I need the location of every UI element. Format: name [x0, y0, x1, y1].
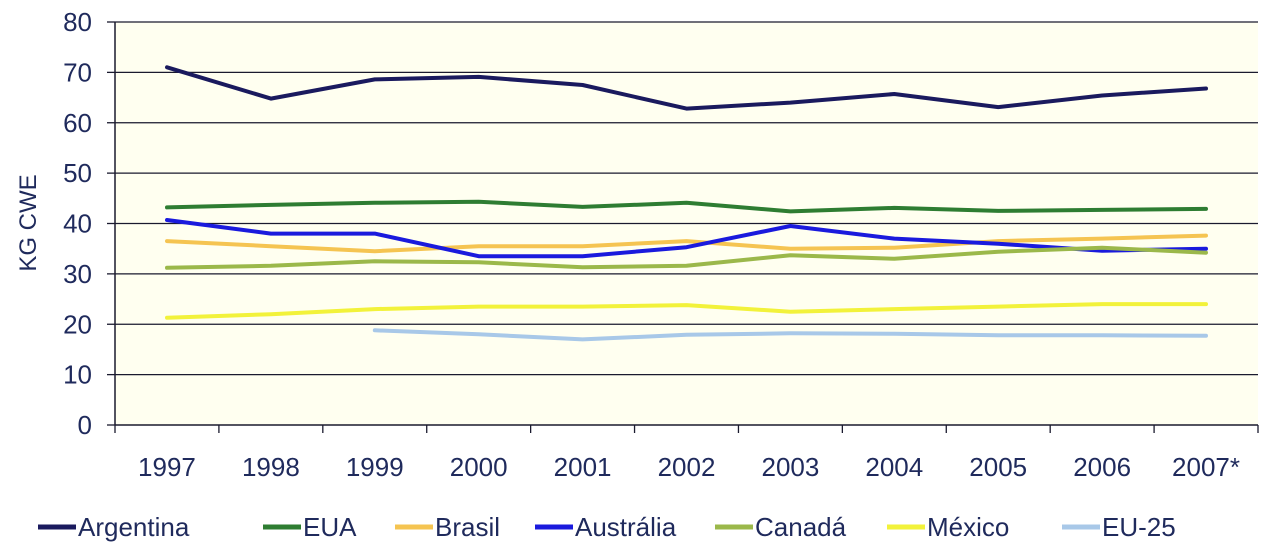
legend-label: Austrália [575, 512, 677, 542]
x-tick-label: 2003 [761, 452, 819, 482]
x-tick-label: 2007* [1172, 452, 1240, 482]
y-tick-label: 40 [63, 209, 92, 239]
y-tick-label: 50 [63, 158, 92, 188]
legend-label: México [927, 512, 1009, 542]
x-tick-labels: 1997 1998 1999 2000 2001 2002 2003 2004 2005 2006… [138, 452, 1240, 482]
y-tick-label: 70 [63, 57, 92, 87]
x-tick-label: 1997 [138, 452, 196, 482]
x-tick-label: 2000 [450, 452, 508, 482]
x-tick-label: 1999 [346, 452, 404, 482]
series-line-6 [372, 328, 1208, 342]
series-line-5 [165, 302, 1208, 320]
gridlines [107, 21, 1258, 426]
legend-label: Canadá [755, 512, 847, 542]
x-tick-label: 2001 [554, 452, 612, 482]
series-line-1 [165, 199, 1208, 214]
x-tick-label: 2005 [969, 452, 1027, 482]
y-tick-label: 20 [63, 309, 92, 339]
y-tick-label: 60 [63, 108, 92, 138]
x-tick-label: 2004 [865, 452, 923, 482]
axes [114, 22, 1259, 433]
legend-label: EUA [303, 512, 357, 542]
legend-label: Argentina [78, 512, 190, 542]
x-tick-label: 2002 [658, 452, 716, 482]
series-line-3 [165, 218, 1208, 259]
y-tick-label: 30 [63, 259, 92, 289]
x-tick-label: 1998 [242, 452, 300, 482]
y-axis-label: KG CWE [15, 174, 42, 271]
series-line-0 [165, 65, 1208, 111]
x-tick-label: 2006 [1073, 452, 1131, 482]
legend: Argentina EUA Brasil Austrália Canadá México E… [38, 512, 1176, 542]
legend-label: Brasil [435, 512, 500, 542]
series-line-2 [165, 233, 1208, 254]
y-tick-labels: 0 10 20 30 40 50 60 70 80 [63, 7, 92, 440]
legend-label: EU-25 [1102, 512, 1176, 542]
series-lines [165, 65, 1208, 342]
series-line-4 [165, 245, 1208, 270]
y-tick-label: 0 [78, 410, 92, 440]
y-tick-label: 80 [63, 7, 92, 37]
y-tick-label: 10 [63, 360, 92, 390]
